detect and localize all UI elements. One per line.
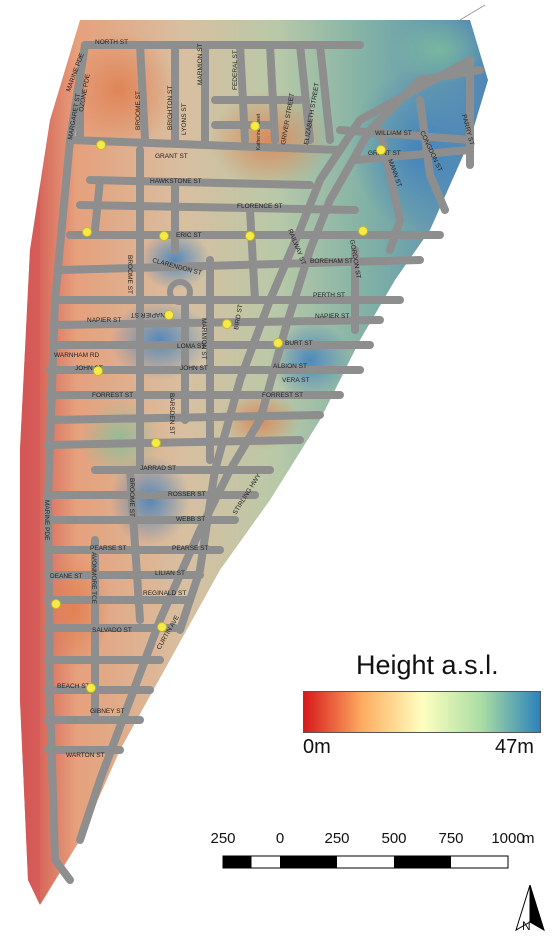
- north-arrow-icon: [515, 884, 545, 932]
- scale-bar: [222, 855, 509, 869]
- poi-marker[interactable]: [222, 319, 232, 329]
- scale-tick-label: 500: [381, 830, 407, 847]
- scale-unit-label: m: [522, 830, 535, 847]
- street-label: REGINALD ST: [143, 590, 186, 597]
- street-label: JARRAD ST: [140, 465, 176, 472]
- poi-marker[interactable]: [86, 683, 96, 693]
- poi-marker[interactable]: [93, 366, 103, 376]
- poi-marker[interactable]: [159, 231, 169, 241]
- scale-tick-label: 750: [438, 830, 464, 847]
- street-label: NORTH ST: [95, 39, 128, 46]
- street-label: DEANE ST: [50, 573, 83, 580]
- street-label: BROOME ST: [126, 255, 133, 294]
- poi-marker[interactable]: [151, 438, 161, 448]
- street-label: FORREST ST: [262, 392, 303, 399]
- street-label: Katherine Street: [256, 113, 262, 150]
- poi-marker[interactable]: [358, 226, 368, 236]
- poi-marker[interactable]: [273, 338, 283, 348]
- roundabout: [167, 279, 193, 305]
- legend-max-label: 47m: [495, 736, 534, 758]
- legend-color-ramp: [303, 691, 541, 733]
- legend-title: Height a.s.l.: [356, 650, 499, 680]
- street-label: WEBB ST: [176, 516, 205, 523]
- street-label: ERIC ST: [176, 232, 202, 239]
- street-label: MARINE PDE: [43, 500, 50, 541]
- north-arrow-label: N: [522, 919, 531, 933]
- points-of-interest: [51, 121, 386, 693]
- street-label: GRANT ST: [155, 153, 188, 160]
- scale-tick-label: 1000: [491, 830, 525, 847]
- street-label: BEACH ST: [57, 683, 90, 690]
- street-label: MARMION ST: [200, 318, 207, 360]
- street-label: NAPIER ST: [131, 311, 165, 318]
- street-label: BURT ST: [285, 340, 313, 347]
- street-label: WARNHAM RD: [54, 352, 100, 359]
- scale-tick-label: 0: [275, 830, 285, 847]
- street-label: LYONS ST: [181, 103, 188, 135]
- street-label: PEARSE ST: [90, 545, 127, 552]
- poi-marker[interactable]: [376, 145, 386, 155]
- street-label: SALVADO ST: [92, 627, 132, 634]
- street-label: JOHN ST: [180, 365, 208, 372]
- scale-tick-label: 250: [324, 830, 350, 847]
- street-label: BRIGHTON ST: [167, 86, 174, 130]
- street-label: ROSSER ST: [168, 491, 206, 498]
- street-label: NAPIER ST: [87, 317, 121, 324]
- street-label: PEARSE ST: [172, 545, 209, 552]
- street-label: WARTON ST: [66, 752, 105, 759]
- street-label: LOMA ST: [177, 343, 205, 350]
- street-label: FORREST ST: [92, 392, 133, 399]
- street-label: BIRD ST: [233, 304, 244, 330]
- street-label: ALBION ST: [273, 363, 307, 370]
- poi-marker[interactable]: [82, 227, 92, 237]
- legend-min-label: 0m: [303, 736, 331, 758]
- poi-marker[interactable]: [157, 622, 167, 632]
- street-label: AVONMORE TCE: [90, 552, 97, 605]
- street-label: BROOME ST: [128, 478, 135, 517]
- street-label: BROOME ST: [135, 91, 142, 130]
- street-label: FLORENCE ST: [237, 203, 283, 210]
- street-label: JOHN ST: [75, 365, 103, 372]
- street-label: HAWKSTONE ST: [150, 178, 202, 185]
- street-label: FEDERAL ST: [232, 50, 239, 90]
- street-label: MARMION ST: [197, 43, 204, 85]
- poi-marker[interactable]: [51, 599, 61, 609]
- scale-tick-label: 250: [210, 830, 236, 847]
- street-label: BOREHAM ST: [310, 258, 353, 265]
- street-label: WILLIAM ST: [375, 130, 412, 137]
- poi-marker[interactable]: [245, 231, 255, 241]
- poi-marker[interactable]: [96, 140, 106, 150]
- street-label: GIBNEY ST: [90, 708, 125, 715]
- street-label: NAPIER ST: [315, 313, 349, 320]
- street-label: BARSDEN ST: [168, 393, 175, 435]
- poi-marker[interactable]: [250, 121, 260, 131]
- street-label: LILIAN ST: [155, 570, 185, 577]
- street-label: VERA ST: [282, 377, 309, 384]
- poi-marker[interactable]: [164, 310, 174, 320]
- street-label: PERTH ST: [313, 292, 345, 299]
